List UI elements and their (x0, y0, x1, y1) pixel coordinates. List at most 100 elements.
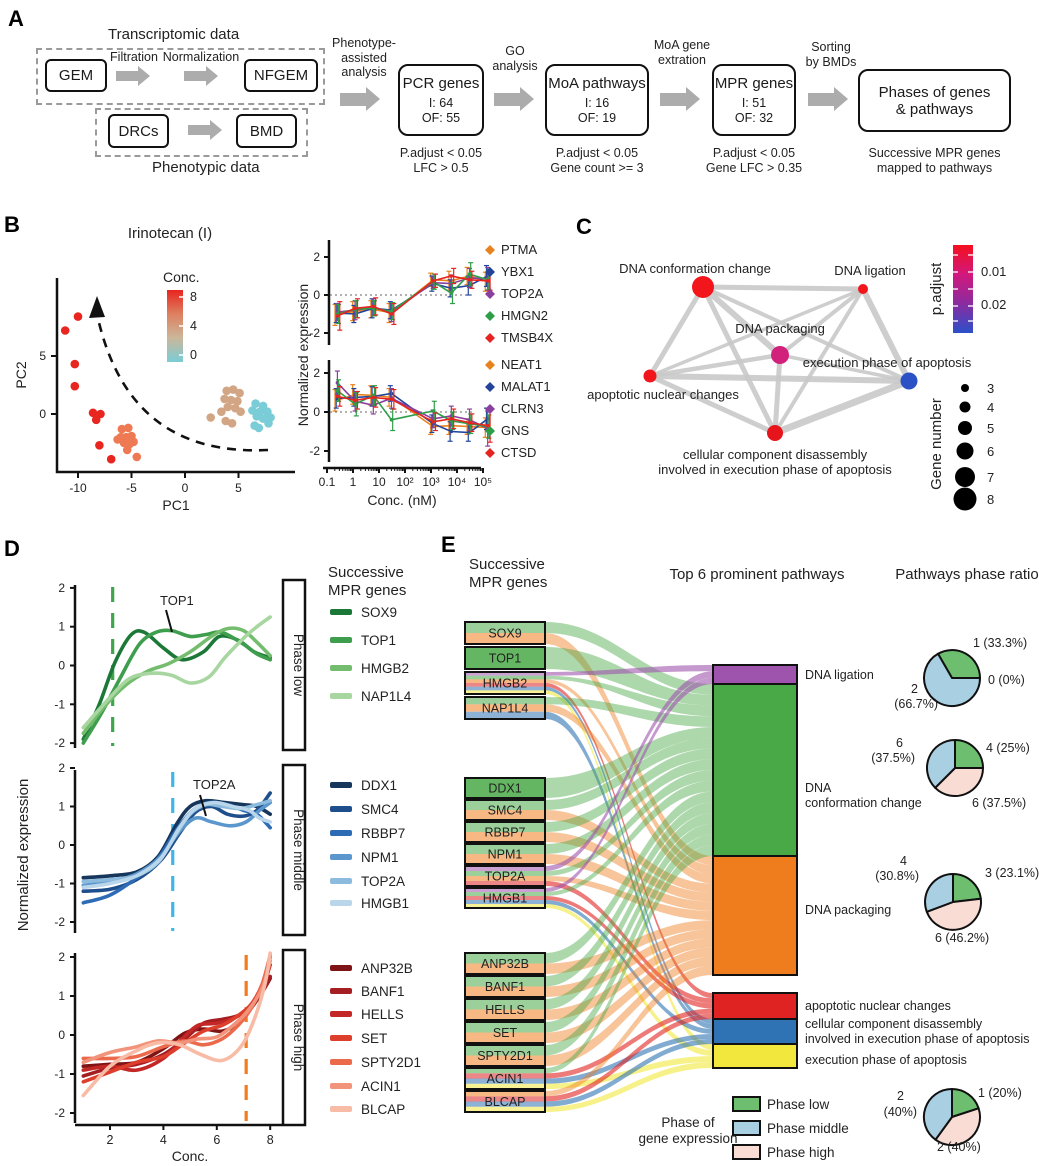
legend-gene-RBBP7: RBBP7 (361, 826, 405, 841)
sankey-flow-HMGB1-apop (545, 896, 713, 1009)
legend-swatch-BLCAP (330, 1106, 352, 1112)
pca-point (254, 423, 264, 433)
gene-box-TOP1 (464, 646, 546, 670)
trajectory-arrow (95, 313, 269, 452)
dose-xlabel: Conc. (nM) (367, 492, 436, 508)
sankey-flow-TOP1-conf (545, 647, 713, 706)
mpr-legend-title-1: Successive (328, 564, 404, 581)
legend-swatch-BANF1 (330, 988, 352, 994)
panel-a-label: A (8, 6, 24, 31)
gene-box-label-NPM1: NPM1 (488, 848, 523, 862)
svg-text:-2: -2 (309, 326, 320, 340)
panel-e-label: E (441, 532, 456, 557)
sankey-flow-NPM1-pack (545, 854, 713, 911)
pathway-label-apop: apoptotic nuclear changes (805, 999, 951, 1013)
pie-0-slice (923, 652, 981, 708)
svg-text:1: 1 (58, 620, 65, 634)
moa-pathways-box: MoA pathways I: 16 OF: 19 (545, 64, 649, 136)
network-edge (700, 284, 783, 358)
network-edge (647, 373, 912, 384)
sankey-flow-HMGB1-lig (545, 677, 713, 892)
legend-gene-TOP1: TOP1 (361, 633, 396, 648)
pca-point (129, 437, 138, 447)
sankey-flow-SPTY2D1-conf (545, 834, 713, 1056)
sankey-flow-SOX9-pack (545, 633, 713, 866)
legend-label-NEAT1: NEAT1 (501, 357, 542, 372)
svg-text:1: 1 (58, 989, 65, 1003)
network-node-cell (767, 425, 783, 441)
step4-arrow-label: Sorting by BMDs (805, 40, 857, 69)
sankey-flow-HMGB2-pack (545, 679, 713, 875)
pie-1-label-2: (37.5%) (871, 751, 915, 765)
pie-2-slice (952, 873, 982, 903)
frame-label-0: Phase low (291, 634, 306, 697)
curve-BLCAP (81, 951, 272, 1098)
svg-text:-1: -1 (54, 1067, 65, 1081)
legend-swatch-NPM1 (330, 854, 352, 860)
pca-colorbar-title: Conc. (163, 269, 200, 285)
pca-point (106, 454, 116, 464)
svg-text:1: 1 (58, 800, 65, 814)
pathway-node-lig (712, 664, 798, 685)
sankey-flow-HMGB1-conf (545, 780, 713, 896)
svg-text:0: 0 (39, 407, 46, 421)
gene-box-BLCAP (464, 1090, 546, 1113)
pca-point (124, 423, 133, 433)
gene-box-label-DDX1: DDX1 (488, 782, 521, 796)
pathway-label-pack: DNA packaging (805, 903, 891, 917)
frame-label-2: Phase high (291, 1004, 306, 1072)
pca-point (113, 435, 122, 444)
frame-label-1: Phase middle (291, 809, 306, 891)
pie-2-label-0: 3 (23.1%) (985, 866, 1039, 880)
curve-NAP1L4 (81, 615, 272, 730)
network-edge (700, 284, 866, 292)
gene-box-SPTY2D1 (464, 1044, 546, 1067)
legend-gene-NPM1: NPM1 (361, 850, 399, 865)
curve-TOP2A (81, 798, 272, 884)
legend-label-PTMA: PTMA (501, 242, 537, 257)
gene-number-dot-4 (959, 401, 971, 413)
pca-point (236, 407, 245, 416)
svg-text:6: 6 (213, 1133, 220, 1147)
panel-c-label: C (576, 214, 592, 239)
pie-3-label-3: 2 (40%) (937, 1140, 981, 1154)
pathway-node-cell (712, 1018, 798, 1045)
legend-swatch-TOP2A (330, 878, 352, 884)
svg-text:2: 2 (313, 366, 320, 380)
svg-text:-2: -2 (309, 444, 320, 458)
network-edge (647, 373, 778, 436)
legend-label-TMSB4X: TMSB4X (501, 330, 553, 345)
svg-text:0: 0 (58, 838, 65, 852)
phase-legend-title-1: gene expression (638, 1131, 737, 1146)
step3-note: P.adjust < 0.05 Gene LFC > 0.35 (705, 146, 803, 175)
sankey-flow-SET-pack (545, 947, 713, 1043)
svg-text:2: 2 (58, 761, 65, 775)
curve-TOP1 (81, 628, 272, 745)
sankey-flow-BLCAP-apop (545, 1013, 713, 1102)
sankey-flow-NPM1-conf (545, 759, 713, 854)
svg-text:-2: -2 (54, 915, 65, 929)
filtration-label: Filtration (110, 50, 158, 64)
svg-text:-2: -2 (54, 736, 65, 750)
legend-swatch-SPTY2D1 (330, 1059, 352, 1065)
gene-box-label-HMGB1: HMGB1 (483, 892, 528, 906)
legend-swatch-SMC4 (330, 806, 352, 812)
panel-c-network: DNA conformation change DNA ligation DNA p… (587, 245, 1006, 511)
curve-ACIN1 (81, 959, 272, 1065)
sankey-flow-NAP1L4-conf (545, 697, 713, 727)
gene-box-BANF1 (464, 975, 546, 998)
pie-1-slice (926, 739, 956, 789)
svg-text:6: 6 (987, 444, 994, 459)
legend-gene-SOX9: SOX9 (361, 605, 397, 620)
gene-box-label-NAP1L4: NAP1L4 (482, 702, 529, 716)
phase-legend-title-0: Phase of (661, 1115, 715, 1130)
step4-note: Successive MPR genes mapped to pathways (868, 146, 1001, 175)
drcs-box: DRCs (108, 114, 169, 148)
gene-box-label-HELLS: HELLS (485, 1003, 525, 1017)
legend-swatch-DDX1 (330, 782, 352, 788)
svg-text:2: 2 (107, 1133, 114, 1147)
network-node-pack (771, 346, 789, 364)
gene-box-label-RBBP7: RBBP7 (485, 826, 526, 840)
network-node-conf (692, 276, 714, 298)
